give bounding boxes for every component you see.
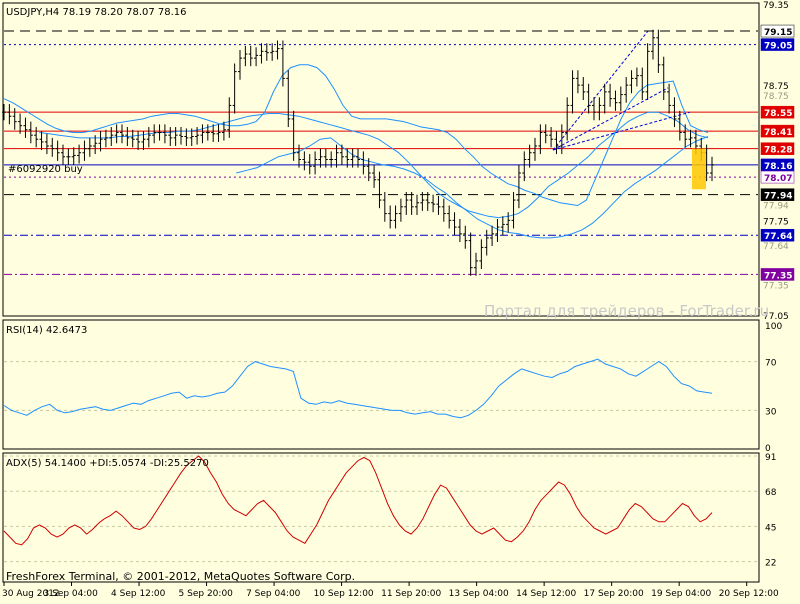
x-tick-label: 3 Sep 04:00 — [44, 589, 99, 599]
price-panel-frame — [2, 2, 760, 317]
fan-line — [552, 30, 649, 151]
bollinger-lower — [236, 136, 709, 239]
x-tick-label: 4 Sep 12:00 — [111, 589, 166, 599]
x-tick-label: 19 Sep 04:00 — [651, 589, 711, 599]
adx-y-tick: 68 — [765, 488, 777, 498]
price-y-tick-minor: 78.75 — [763, 92, 789, 102]
level-tag — [760, 268, 795, 281]
order-label: #6092920 buy — [8, 164, 83, 175]
rsi-line — [3, 358, 713, 419]
highlight-box — [692, 148, 706, 190]
x-tick-label: 13 Sep 04:00 — [449, 589, 509, 599]
price-bars — [2, 29, 714, 276]
fan-line — [552, 87, 669, 151]
axis-labels: 79.35 78.75 77.75 77.05 78.75 77.94 77.64 77.35… — [2, 1, 789, 599]
price-y-tick: 77.75 — [763, 217, 789, 227]
symbol-header: USDJPY,H4 78.19 78.20 78.07 78.16 — [6, 7, 187, 18]
rsi-title: RSI(14) 42.6473 — [6, 325, 87, 336]
x-tick-label: 30 Aug 2012 — [2, 589, 60, 599]
grid-layer — [3, 361, 758, 586]
bollinger-middle — [39, 111, 709, 219]
adx-y-tick: 22 — [765, 559, 776, 569]
level-tag — [760, 24, 795, 38]
watermark: Портал для трейдеров - ForTrader.ru — [484, 302, 769, 320]
level-tag — [760, 142, 795, 155]
price-y-tick-minor: 77.64 — [763, 242, 789, 252]
x-tick-label: 10 Sep 12:00 — [314, 589, 374, 599]
level-tag — [760, 228, 795, 242]
rsi-y-tick: 100 — [765, 322, 782, 332]
footer-copyright: FreshForex Terminal, © 2001-2012, MetaQu… — [6, 570, 355, 583]
level-tag-label: 77.94 — [764, 192, 792, 202]
level-tag-label: 77.35 — [764, 271, 792, 281]
level-tag — [760, 105, 795, 119]
x-tick-label: 14 Sep 12:00 — [516, 589, 576, 599]
bollinger-upper — [3, 64, 709, 207]
level-tag — [760, 170, 795, 184]
level-tag-label: 79.15 — [764, 28, 792, 38]
rsi-y-tick: 70 — [765, 359, 777, 369]
rsi-y-tick: 30 — [765, 407, 777, 417]
rsi-panel-frame — [2, 319, 760, 450]
bollinger-bands — [3, 64, 709, 239]
adx-title: ADX(5) 54.1400 +DI:5.0574 -DI:25.5270 — [6, 458, 209, 469]
price-y-tick: 77.05 — [763, 312, 789, 322]
level-tag-label: 78.55 — [764, 109, 792, 119]
x-tick-label: 11 Sep 20:00 — [381, 589, 441, 599]
x-tick-label: 7 Sep 04:00 — [246, 589, 301, 599]
level-tag — [760, 188, 795, 201]
level-tag-label: 78.16 — [764, 162, 792, 172]
adx-y-tick: 91 — [765, 453, 776, 463]
price-y-tick: 78.75 — [763, 82, 789, 92]
indicator-lines — [3, 358, 713, 546]
level-tag — [760, 124, 795, 138]
level-tag-label: 78.28 — [764, 146, 792, 156]
level-tag-label: 78.07 — [764, 174, 792, 184]
x-tick-label: 5 Sep 20:00 — [179, 589, 234, 599]
price-levels: 79.15 79.05 78.55 78.41 78.28 78.16 78.07 77.94… — [4, 24, 795, 281]
x-tick-label: 20 Sep 12:00 — [719, 589, 779, 599]
adx-panel-frame — [2, 452, 760, 583]
fan-line — [552, 111, 691, 151]
level-tag-label: 78.41 — [764, 128, 792, 138]
level-tag — [760, 38, 795, 51]
price-y-tick-minor: 77.35 — [763, 281, 789, 291]
x-tick-label: 17 Sep 20:00 — [584, 589, 644, 599]
trend-fan-lines — [552, 30, 691, 151]
adx-y-tick: 45 — [765, 523, 776, 533]
rsi-y-tick: 0 — [765, 444, 771, 454]
adx-line — [3, 455, 713, 546]
price-y-tick-minor: 77.94 — [763, 202, 789, 212]
level-tag-label: 77.64 — [764, 232, 792, 242]
level-tag-label: 79.05 — [764, 42, 792, 52]
price-y-tick: 79.35 — [763, 1, 789, 11]
